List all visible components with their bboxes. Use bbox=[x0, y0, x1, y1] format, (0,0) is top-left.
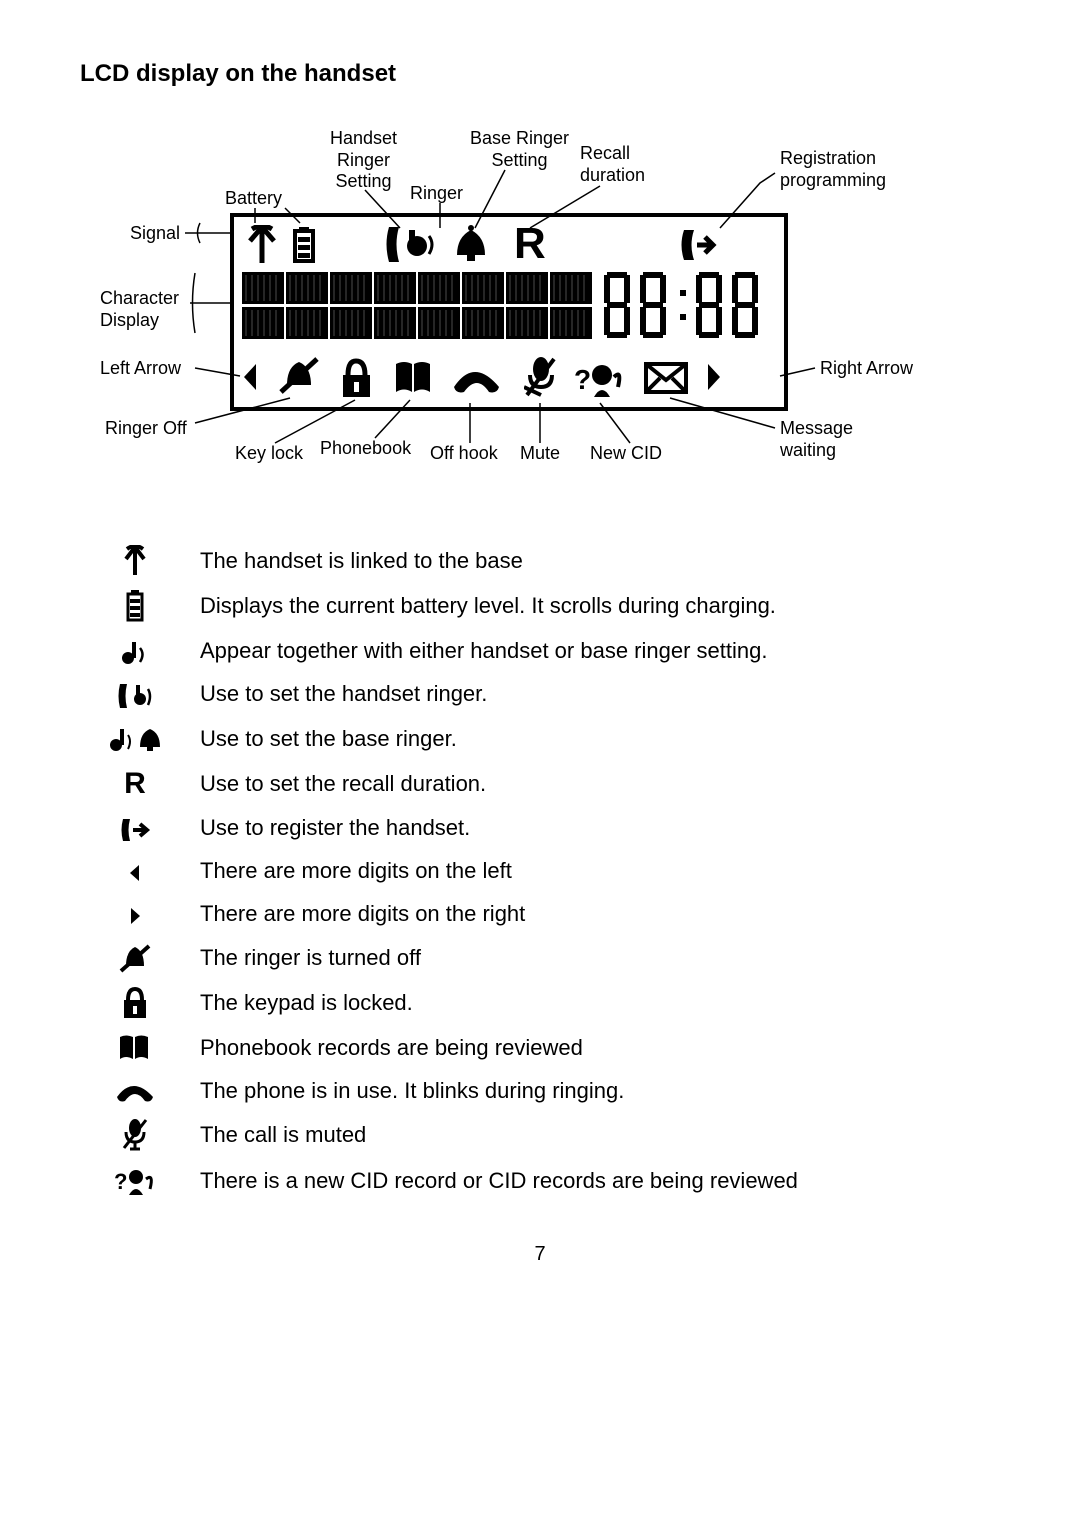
registration-icon bbox=[679, 225, 719, 265]
legend-desc: Phonebook records are being reviewed bbox=[190, 1026, 1000, 1069]
table-row: Use to set the handset ringer. bbox=[80, 672, 1000, 716]
svg-text:?: ? bbox=[114, 1169, 127, 1194]
legend-table: The handset is linked to the base Displa… bbox=[80, 538, 1000, 1203]
legend-desc: Use to set the handset ringer. bbox=[190, 672, 1000, 716]
table-row: The call is muted bbox=[80, 1112, 1000, 1158]
lcd-diagram: Battery Handset Ringer Setting Ringer Ba… bbox=[100, 118, 980, 498]
legend-desc: Appear together with either handset or b… bbox=[190, 629, 1000, 672]
label-ringer: Ringer bbox=[410, 183, 463, 205]
label-battery: Battery bbox=[225, 188, 282, 210]
base-ringer-icon bbox=[80, 717, 190, 761]
legend-desc: There are more digits on the right bbox=[190, 893, 1000, 936]
recall-icon: R bbox=[514, 219, 546, 269]
label-right-arrow: Right Arrow bbox=[820, 358, 913, 380]
ringer-off-icon bbox=[279, 357, 319, 397]
signal-icon bbox=[80, 538, 190, 583]
left-arrow-icon bbox=[242, 362, 260, 392]
legend-desc: The ringer is turned off bbox=[190, 936, 1000, 980]
table-row: The handset is linked to the base bbox=[80, 538, 1000, 583]
base-ringer-icon bbox=[449, 225, 494, 265]
right-arrow-icon bbox=[704, 362, 722, 392]
legend-desc: The keypad is locked. bbox=[190, 980, 1000, 1026]
lcd-frame: R ? bbox=[230, 213, 788, 411]
legend-desc: Use to set the recall duration. bbox=[190, 761, 1000, 807]
table-row: Appear together with either handset or b… bbox=[80, 629, 1000, 672]
battery-icon bbox=[289, 225, 319, 265]
new-cid-icon: ? bbox=[80, 1158, 190, 1203]
label-ringer-off: Ringer Off bbox=[105, 418, 187, 440]
label-phonebook: Phonebook bbox=[320, 438, 411, 460]
label-registration: Registration programming bbox=[780, 148, 886, 191]
note-icon bbox=[80, 629, 190, 672]
legend-desc: There are more digits on the left bbox=[190, 850, 1000, 893]
label-message: Message waiting bbox=[780, 418, 853, 461]
mute-icon bbox=[80, 1112, 190, 1158]
phonebook-icon bbox=[394, 362, 434, 397]
off-hook-icon bbox=[449, 362, 504, 397]
label-character: Character Display bbox=[100, 288, 179, 331]
legend-desc: The handset is linked to the base bbox=[190, 538, 1000, 583]
label-signal: Signal bbox=[130, 223, 180, 245]
label-mute: Mute bbox=[520, 443, 560, 465]
table-row: Use to register the handset. bbox=[80, 807, 1000, 850]
svg-text:?: ? bbox=[574, 364, 591, 395]
legend-desc: Use to register the handset. bbox=[190, 807, 1000, 850]
left-arrow-icon bbox=[80, 850, 190, 893]
new-cid-icon: ? bbox=[574, 359, 624, 407]
page-number: 7 bbox=[80, 1243, 1000, 1266]
label-off-hook: Off hook bbox=[430, 443, 498, 465]
table-row: ? There is a new CID record or CID recor… bbox=[80, 1158, 1000, 1203]
legend-desc: There is a new CID record or CID records… bbox=[190, 1158, 1000, 1203]
label-new-cid: New CID bbox=[590, 443, 662, 465]
legend-desc: The call is muted bbox=[190, 1112, 1000, 1158]
mute-icon bbox=[524, 357, 559, 399]
key-lock-icon bbox=[339, 357, 374, 399]
table-row: There are more digits on the left bbox=[80, 850, 1000, 893]
table-row: There are more digits on the right bbox=[80, 893, 1000, 936]
table-row: R Use to set the recall duration. bbox=[80, 761, 1000, 807]
ringer-off-icon bbox=[80, 936, 190, 980]
label-left-arrow: Left Arrow bbox=[100, 358, 181, 380]
table-row: The phone is in use. It blinks during ri… bbox=[80, 1069, 1000, 1112]
label-key-lock: Key lock bbox=[235, 443, 303, 465]
legend-desc: The phone is in use. It blinks during ri… bbox=[190, 1069, 1000, 1112]
key-lock-icon bbox=[80, 980, 190, 1026]
table-row: Displays the current battery level. It s… bbox=[80, 583, 1000, 629]
handset-ringer-icon bbox=[80, 672, 190, 716]
registration-icon bbox=[80, 807, 190, 850]
table-row: The keypad is locked. bbox=[80, 980, 1000, 1026]
label-handset-ringer: Handset Ringer Setting bbox=[330, 128, 397, 193]
signal-icon bbox=[244, 225, 280, 265]
handset-ringer-icon bbox=[379, 222, 439, 267]
recall-icon: R bbox=[80, 761, 190, 807]
right-arrow-icon bbox=[80, 893, 190, 936]
label-base-ringer: Base Ringer Setting bbox=[470, 128, 569, 171]
table-row: Use to set the base ringer. bbox=[80, 717, 1000, 761]
section-title: LCD display on the handset bbox=[80, 60, 1000, 88]
table-row: The ringer is turned off bbox=[80, 936, 1000, 980]
message-icon bbox=[644, 362, 689, 397]
legend-desc: Displays the current battery level. It s… bbox=[190, 583, 1000, 629]
label-recall: Recall duration bbox=[580, 143, 645, 186]
legend-desc: Use to set the base ringer. bbox=[190, 717, 1000, 761]
phonebook-icon bbox=[80, 1026, 190, 1069]
off-hook-icon bbox=[80, 1069, 190, 1112]
table-row: Phonebook records are being reviewed bbox=[80, 1026, 1000, 1069]
battery-icon bbox=[80, 583, 190, 629]
